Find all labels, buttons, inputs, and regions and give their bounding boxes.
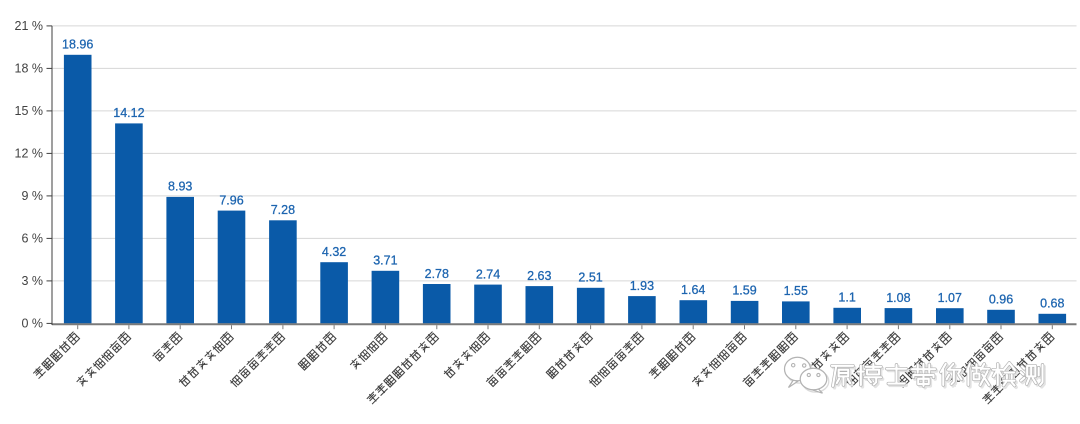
svg-text:3.71: 3.71 [373,254,397,268]
svg-text:1.59: 1.59 [732,284,756,298]
svg-text:2.63: 2.63 [527,269,551,283]
svg-text:8.93: 8.93 [168,180,192,194]
svg-text:18 %: 18 % [15,62,44,76]
svg-text:12 %: 12 % [15,147,44,161]
svg-text:0.68: 0.68 [1040,297,1064,311]
svg-text:18.96: 18.96 [62,38,93,52]
svg-text:6 %: 6 % [21,232,43,246]
svg-text:3 %: 3 % [21,274,43,288]
svg-text:1.08: 1.08 [886,291,910,305]
svg-text:1.1: 1.1 [838,291,855,305]
svg-text:1.55: 1.55 [784,284,808,298]
svg-text:0 %: 0 % [21,317,43,331]
svg-text:7.96: 7.96 [219,193,243,207]
svg-text:15 %: 15 % [15,104,44,118]
svg-text:1.93: 1.93 [630,279,654,293]
svg-text:9 %: 9 % [21,189,43,203]
svg-text:14.12: 14.12 [113,106,144,120]
svg-text:1.07: 1.07 [938,291,962,305]
svg-text:4.32: 4.32 [322,245,346,259]
svg-text:2.51: 2.51 [578,271,602,285]
svg-text:0.96: 0.96 [989,293,1013,307]
svg-text:2.74: 2.74 [476,267,500,281]
svg-text:1.64: 1.64 [681,283,705,297]
svg-text:2.78: 2.78 [425,267,449,281]
svg-text:21 %: 21 % [15,19,44,33]
svg-text:7.28: 7.28 [271,203,295,217]
